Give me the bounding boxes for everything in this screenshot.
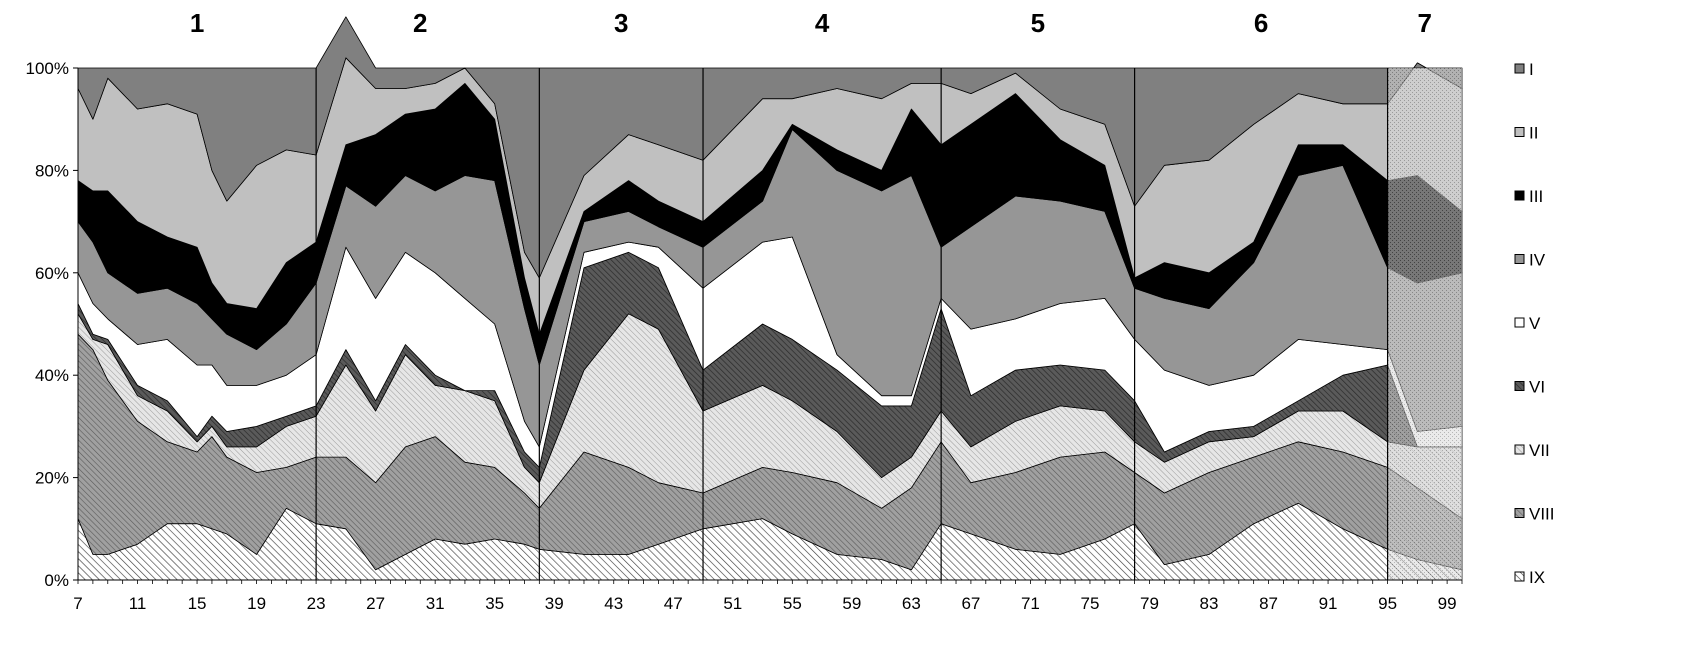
legend-swatch bbox=[1514, 444, 1525, 455]
legend-label: IX bbox=[1529, 568, 1545, 587]
x-tick-label: 91 bbox=[1319, 594, 1338, 613]
legend-item-v: V bbox=[1514, 314, 1541, 333]
x-tick-label: 35 bbox=[485, 594, 504, 613]
legend-item-vii: VII bbox=[1514, 441, 1550, 460]
x-tick-label: 79 bbox=[1140, 594, 1159, 613]
legend-swatch bbox=[1514, 63, 1525, 74]
period-label: 7 bbox=[1418, 8, 1432, 38]
period-label: 2 bbox=[413, 8, 427, 38]
legend-label: II bbox=[1529, 124, 1538, 143]
legend-item-i: I bbox=[1514, 60, 1534, 79]
x-tick-label: 23 bbox=[307, 594, 326, 613]
legend-swatch bbox=[1514, 254, 1525, 264]
period-7-overlay bbox=[1387, 68, 1462, 580]
y-tick-label: 0% bbox=[44, 571, 69, 590]
period-label: 4 bbox=[815, 8, 830, 38]
x-tick-label: 67 bbox=[961, 594, 980, 613]
legend-label: VIII bbox=[1529, 505, 1555, 524]
legend-label: VII bbox=[1529, 441, 1550, 460]
legend-item-iii: III bbox=[1514, 187, 1543, 206]
x-tick-label: 39 bbox=[545, 594, 564, 613]
x-tick-label: 75 bbox=[1080, 594, 1099, 613]
x-tick-label: 87 bbox=[1259, 594, 1278, 613]
legend-swatch bbox=[1514, 508, 1525, 518]
y-tick-label: 40% bbox=[35, 366, 69, 385]
legend-swatch bbox=[1514, 190, 1525, 201]
legend-label: III bbox=[1529, 187, 1543, 206]
x-tick-label: 99 bbox=[1438, 594, 1457, 613]
legend-swatch bbox=[1514, 381, 1525, 391]
x-tick-label: 19 bbox=[247, 594, 266, 613]
period-label: 1 bbox=[190, 8, 204, 38]
legend-item-ii: II bbox=[1514, 124, 1538, 143]
x-tick-label: 55 bbox=[783, 594, 802, 613]
legend-label: V bbox=[1529, 314, 1541, 333]
legend-item-ix: IX bbox=[1514, 568, 1545, 587]
y-tick-label: 80% bbox=[35, 161, 69, 180]
legend-label: I bbox=[1529, 60, 1534, 79]
period-label: 3 bbox=[614, 8, 628, 38]
area-layers bbox=[77, 16, 1463, 581]
x-tick-label: 27 bbox=[366, 594, 385, 613]
x-tick-label: 15 bbox=[188, 594, 207, 613]
x-tick-label: 59 bbox=[842, 594, 861, 613]
period-label: 5 bbox=[1031, 8, 1045, 38]
legend-swatch bbox=[1514, 571, 1525, 582]
x-tick-label: 7 bbox=[73, 594, 82, 613]
y-tick-label: 100% bbox=[26, 59, 69, 78]
x-tick-label: 63 bbox=[902, 594, 921, 613]
x-tick-label: 95 bbox=[1378, 594, 1397, 613]
x-tick-label: 11 bbox=[129, 594, 147, 613]
legend-label: VI bbox=[1529, 378, 1545, 397]
legend-label: IV bbox=[1529, 251, 1546, 270]
legend-swatch bbox=[1514, 317, 1525, 328]
x-tick-label: 47 bbox=[664, 594, 683, 613]
y-tick-label: 60% bbox=[35, 264, 69, 283]
period-label: 6 bbox=[1254, 8, 1268, 38]
y-tick-label: 20% bbox=[35, 469, 69, 488]
legend-item-iv: IV bbox=[1514, 251, 1546, 270]
legend-swatch bbox=[1514, 127, 1525, 137]
x-tick-label: 43 bbox=[604, 594, 623, 613]
x-tick-label: 31 bbox=[426, 594, 445, 613]
legend-item-viii: VIII bbox=[1514, 505, 1555, 524]
x-tick-label: 51 bbox=[723, 594, 742, 613]
legend-item-vi: VI bbox=[1514, 378, 1545, 397]
x-tick-label: 71 bbox=[1021, 594, 1040, 613]
x-tick-label: 83 bbox=[1200, 594, 1219, 613]
